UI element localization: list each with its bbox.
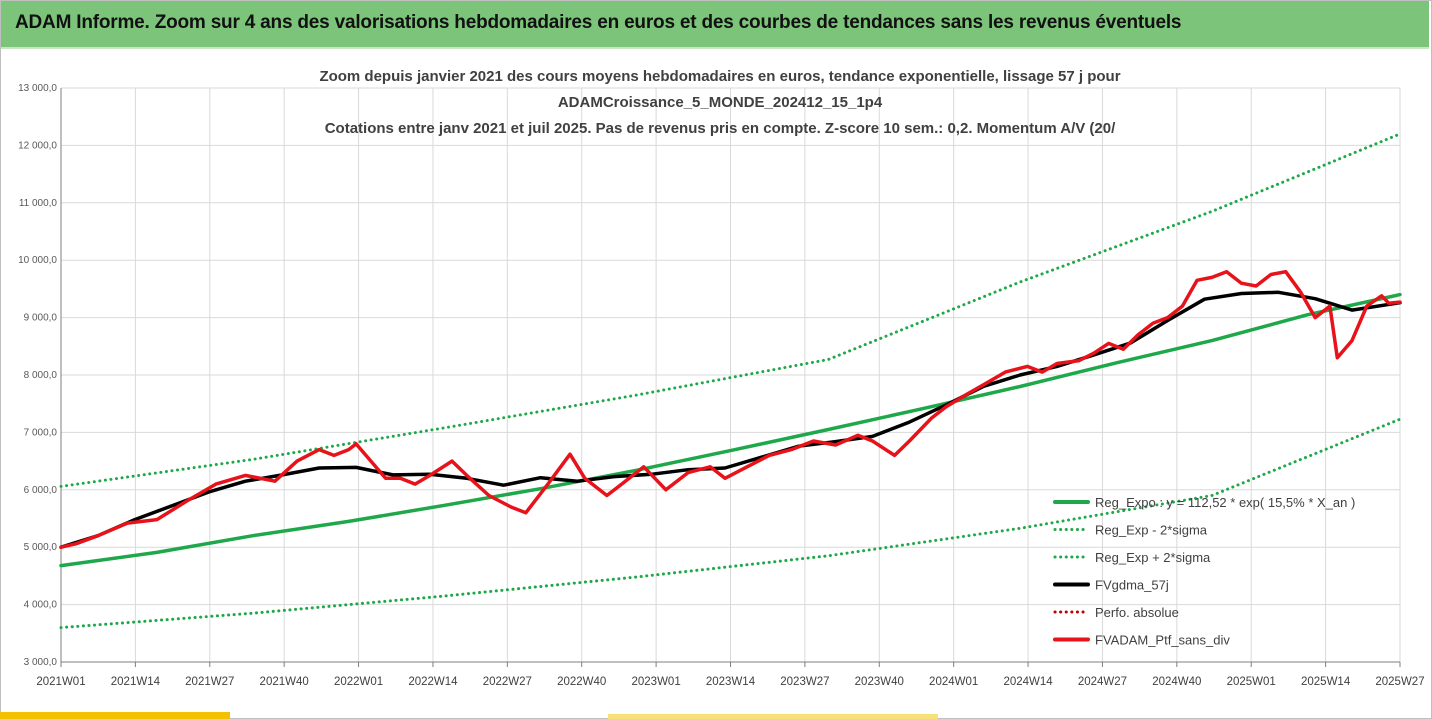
chart-grid: [60, 87, 1401, 663]
banner-title: ADAM Informe. Zoom sur 4 ans des valoris…: [15, 12, 1182, 33]
x-tick-label: 2022W27: [483, 676, 532, 688]
y-tick-label: 13 000,0: [18, 83, 57, 94]
upper-band-line: [59, 132, 1402, 488]
x-tick-label: 2024W27: [1078, 676, 1127, 688]
y-tick-label: 4 000,0: [24, 600, 58, 611]
x-tick-label: 2021W40: [260, 676, 309, 688]
footer-strip-2: [608, 714, 938, 719]
y-axis: 3 000,0 4 000,0 5 000,0 6 000,0 7 000,0 8 000…: [18, 83, 62, 668]
x-tick-label: 2023W01: [631, 676, 680, 688]
x-tick-label: 2025W27: [1375, 676, 1424, 688]
y-tick-label: 6 000,0: [24, 485, 58, 496]
chart-title: Zoom depuis janvier 2021 des cours moyen…: [319, 68, 1120, 137]
x-tick-label: 2025W14: [1301, 676, 1351, 688]
x-tick-label: 2022W40: [557, 676, 606, 688]
chart-title-line-1: Zoom depuis janvier 2021 des cours moyen…: [319, 68, 1120, 85]
price-line: [59, 269, 1402, 549]
x-tick-label: 2021W14: [111, 676, 161, 688]
legend-upper-band-label: Reg_Exp + 2*sigma: [1095, 550, 1211, 565]
x-tick-label: 2024W01: [929, 676, 978, 688]
y-tick-label: 10 000,0: [18, 255, 57, 266]
legend-smoothed-label: FVgdma_57j: [1095, 578, 1169, 593]
legend-perf-label: Perfo. absolue: [1095, 605, 1179, 620]
y-tick-label: 8 000,0: [24, 370, 58, 381]
x-tick-label: 2025W01: [1227, 676, 1276, 688]
x-tick-label: 2024W14: [1003, 676, 1053, 688]
trend-line: [59, 292, 1402, 568]
chart-series: [59, 132, 1402, 630]
header-banner: ADAM Informe. Zoom sur 4 ans des valoris…: [1, 1, 1429, 49]
x-tick-label: 2023W40: [855, 676, 904, 688]
x-tick-label: 2021W01: [36, 676, 85, 688]
legend-trend-label: Reg_Expo : y = 112,52 * exp( 15,5% * X_a…: [1095, 495, 1355, 510]
x-tick-label: 2022W01: [334, 676, 383, 688]
x-tick-label: 2023W27: [780, 676, 829, 688]
y-tick-label: 9 000,0: [24, 313, 58, 324]
lower-band-line: [59, 417, 1402, 630]
chart-title-line-3: Cotations entre janv 2021 et juil 2025. …: [325, 120, 1116, 137]
x-tick-label: 2021W27: [185, 676, 234, 688]
y-tick-label: 3 000,0: [24, 657, 58, 668]
y-tick-label: 5 000,0: [24, 542, 58, 553]
chart-title-line-2: ADAMCroissance_5_MONDE_202412_15_1p4: [558, 94, 883, 111]
x-axis: 2021W01 2021W14 2021W27 2021W40 2022W01 2022W…: [36, 661, 1425, 688]
x-tick-label: 2023W14: [706, 676, 756, 688]
x-tick-label: 2024W40: [1152, 676, 1201, 688]
legend-price-label: FVADAM_Ptf_sans_div: [1095, 633, 1230, 648]
y-tick-label: 7 000,0: [24, 427, 58, 438]
y-tick-label: 11 000,0: [19, 198, 58, 209]
chart-legend: Reg_Expo : y = 112,52 * exp( 15,5% * X_a…: [1053, 495, 1355, 648]
legend-lower-band-label: Reg_Exp - 2*sigma: [1095, 523, 1208, 538]
footer-strip: [0, 712, 230, 719]
x-tick-label: 2022W14: [408, 676, 458, 688]
y-tick-label: 12 000,0: [18, 140, 57, 151]
